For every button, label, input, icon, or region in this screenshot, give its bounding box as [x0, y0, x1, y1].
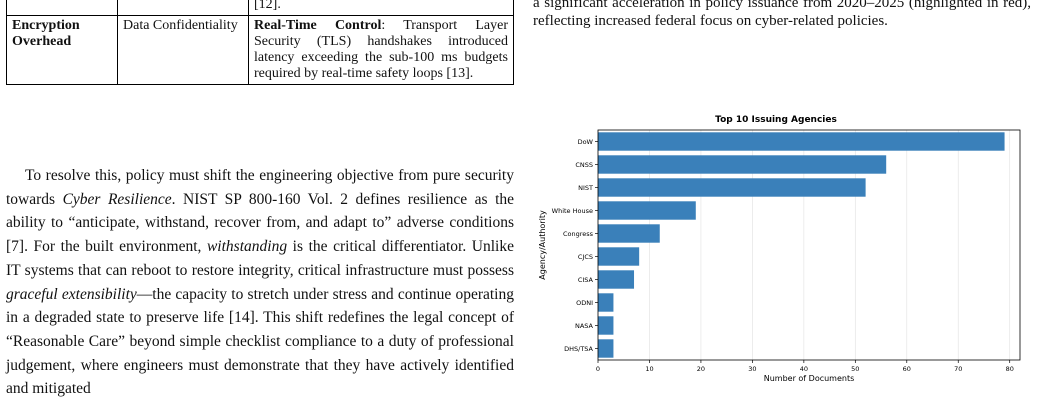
y-tick-label: NIST [578, 184, 593, 192]
body-emphasis: withstanding [206, 238, 288, 256]
body-emphasis: graceful extensibility [6, 285, 137, 303]
impact-text: : Transport Layer Security (TLS) handsha… [254, 18, 509, 81]
bar-cisa [598, 270, 635, 289]
bar-nasa [598, 316, 614, 335]
bar-congress [598, 224, 660, 243]
x-axis-label: Number of Documents [764, 374, 855, 383]
x-tick-label: 30 [748, 365, 756, 373]
bar-cnss [598, 155, 887, 174]
y-tick-labels: DoW CNSS NIST White House Congress CJCS CISA OD… [552, 138, 598, 353]
figure-caption: a significant acceleration in policy iss… [533, 0, 1031, 29]
table-cell [6, 0, 118, 16]
bar-white-house [598, 201, 696, 220]
x-tick-labels: 0 10 20 30 40 50 60 70 80 [596, 360, 1014, 373]
y-tick-label: CNSS [575, 161, 593, 169]
x-tick-label: 0 [596, 365, 600, 373]
y-tick-label: NASA [575, 322, 594, 330]
y-tick-label: DoW [578, 138, 594, 146]
plot-frame [597, 129, 1021, 361]
chart-title: Top 10 Issuing Agencies [715, 115, 837, 125]
bar-odni [598, 293, 614, 312]
body-text-run: —the capacity to stretch under stress an… [6, 285, 514, 398]
y-tick-label: ODNI [576, 299, 593, 307]
table-row: Encryption Overhead Data Confidentiality… [6, 15, 514, 85]
body-emphasis: Cyber Resilience [62, 190, 172, 208]
x-tick-label: 60 [903, 365, 911, 373]
bar-nist [598, 178, 866, 197]
y-tick-label: CJCS [578, 253, 593, 261]
body-text-run: is the critical differentiator. Unlike I… [6, 238, 514, 279]
left-column: [12]. Encryption Overhead Data Confident… [0, 0, 520, 412]
x-tick-label: 70 [954, 365, 962, 373]
threat-table: [12]. Encryption Overhead Data Confident… [6, 0, 514, 85]
y-tick-label: Congress [563, 230, 594, 238]
bar-dhs-tsa [598, 339, 614, 358]
body-text-run: To resolve this, policy must shift the e… [6, 167, 514, 208]
impact-title: Real-Time Control [254, 18, 382, 33]
agencies-bar-chart: Top 10 Issuing Agencies DoW CNSS NIST White… [538, 115, 1021, 383]
table-row: [12]. [6, 0, 514, 16]
impact-cell: Real-Time Control: Transport Layer Secur… [248, 15, 514, 85]
bars [598, 132, 1005, 358]
table-cell: [12]. [248, 0, 514, 16]
x-tick-label: 50 [851, 365, 859, 373]
y-axis-label: Agency/Authority [538, 210, 547, 280]
property-cell: Data Confidentiality [117, 15, 249, 85]
y-tick-label: DHS/TSA [564, 345, 593, 353]
x-tick-label: 40 [800, 365, 808, 373]
x-tick-label: 10 [645, 365, 653, 373]
bar-dow [598, 132, 1005, 151]
x-tick-label: 20 [697, 365, 705, 373]
body-text-run: . NIST SP 800-160 Vol. 2 defines resilie… [6, 190, 515, 256]
bar-cjcs [598, 247, 640, 266]
threat-cell: Encryption Overhead [6, 15, 118, 85]
y-tick-label: CISA [578, 276, 594, 284]
body-paragraph: To resolve this, policy must shift the e… [6, 164, 514, 401]
table-cell [117, 0, 249, 16]
x-tick-label: 80 [1006, 365, 1014, 373]
y-tick-label: White House [552, 207, 593, 215]
